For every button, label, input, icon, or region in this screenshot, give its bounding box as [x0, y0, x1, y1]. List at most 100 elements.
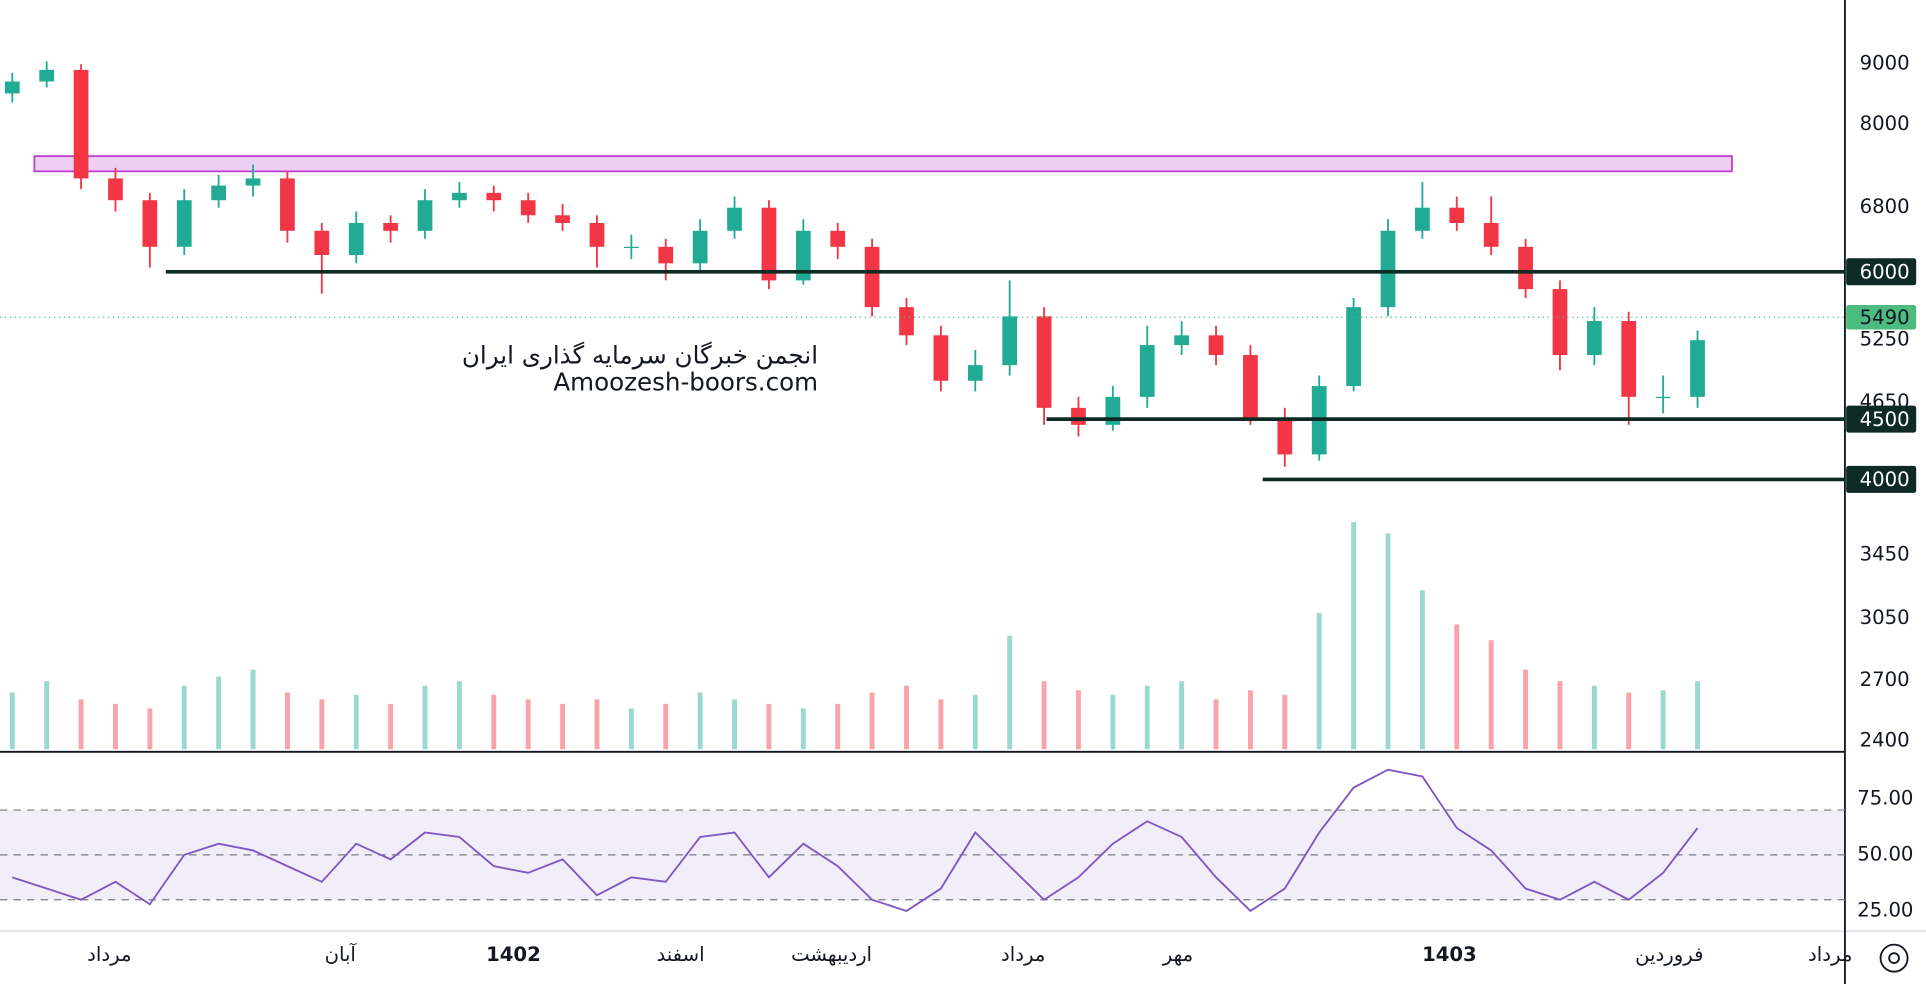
- candle-body: [176, 200, 192, 247]
- time-label: مرداد: [87, 943, 131, 966]
- volume-bar: [904, 685, 909, 750]
- y-tick-label: 6800: [1860, 195, 1910, 218]
- settings-dot[interactable]: [1888, 952, 1900, 964]
- volume-bar: [44, 681, 50, 750]
- candle-body: [1449, 207, 1465, 223]
- time-label: مهر: [1162, 943, 1193, 966]
- y-tick-label: 9000: [1860, 52, 1910, 75]
- volume-bar: [525, 699, 531, 750]
- candle-body: [211, 185, 227, 201]
- volume-bar: [1591, 685, 1597, 750]
- candle-body: [1346, 307, 1361, 387]
- volume-bar: [1247, 690, 1253, 750]
- candle-body: [1483, 222, 1499, 247]
- candle-body: [1518, 246, 1533, 290]
- volume-bar: [663, 703, 669, 750]
- volume-bar: [422, 685, 428, 750]
- volume-bar: [1695, 681, 1700, 750]
- volume-bar: [1076, 690, 1081, 750]
- candle-body: [899, 307, 914, 336]
- candle-body: [1036, 316, 1052, 408]
- candle-body: [1415, 207, 1430, 231]
- volume-bar: [181, 685, 187, 750]
- volume-bar: [697, 692, 703, 750]
- volume-bar: [1041, 681, 1047, 750]
- volume-bar: [1557, 681, 1563, 750]
- watermark-url: Amoozesh-boors.com: [553, 367, 818, 396]
- volume-bar: [1454, 624, 1460, 750]
- candle-body: [967, 365, 983, 381]
- volume-bar: [1007, 635, 1013, 750]
- y-tick-label: 2400: [1860, 729, 1910, 752]
- volume-bar: [732, 699, 737, 750]
- candle-body: [383, 222, 398, 231]
- level-box: [1846, 258, 1917, 286]
- volume-bar: [1488, 640, 1494, 750]
- rsi-tick-label: 25.00: [1857, 898, 1913, 921]
- volume-bar: [869, 692, 875, 750]
- candle-body: [520, 200, 536, 216]
- volume-bar: [250, 669, 256, 750]
- rsi-line: [11, 768, 1699, 913]
- candle-body: [73, 69, 89, 179]
- candle-body: [589, 222, 605, 247]
- candle-body: [142, 200, 158, 247]
- last-price-label: 5490: [1860, 306, 1910, 329]
- candle-body: [1690, 340, 1705, 397]
- time-label: مرداد: [1808, 943, 1852, 966]
- settings-ring[interactable]: [1879, 943, 1909, 973]
- volume-bar: [938, 699, 944, 750]
- volume-bar: [353, 694, 359, 750]
- volume-bar: [1282, 694, 1288, 750]
- volume-bar: [491, 694, 497, 750]
- volume-bar: [972, 694, 978, 750]
- candle-body: [1277, 419, 1293, 455]
- last-price-box: [1846, 304, 1917, 330]
- candle-body: [795, 230, 811, 281]
- candle-body: [4, 81, 20, 94]
- candle-body: [623, 246, 639, 249]
- settings-icon[interactable]: [1879, 943, 1909, 973]
- volume-bar: [766, 703, 772, 750]
- volume-bar: [1351, 522, 1357, 750]
- time-label: اردیبهشت: [791, 943, 872, 966]
- rsi-tick-label: 50.00: [1857, 842, 1913, 865]
- candle-body: [1586, 321, 1602, 356]
- candle-body: [830, 230, 846, 247]
- volume-bar: [1626, 692, 1632, 750]
- volume-bar: [388, 703, 394, 750]
- time-label: آبان: [325, 942, 358, 966]
- y-tick-label: 5250: [1860, 328, 1910, 351]
- candle-body: [864, 246, 880, 308]
- candle-body: [417, 200, 433, 231]
- watermark-title: انجمن خبرگان سرمایه گذاری ایران: [462, 340, 818, 369]
- candle-body: [1139, 345, 1155, 397]
- candle-body: [1002, 316, 1018, 366]
- y-tick-label: 2700: [1860, 668, 1910, 691]
- volume-bar: [1110, 694, 1116, 750]
- candle-body: [1208, 335, 1224, 356]
- candle-body: [658, 246, 674, 264]
- volume-bar: [1144, 685, 1150, 750]
- volume-bar: [78, 699, 84, 750]
- volume-bar: [594, 699, 600, 750]
- volume-bar: [456, 681, 462, 750]
- candle-body: [1380, 230, 1396, 308]
- candle-body: [314, 230, 330, 255]
- volume-bar: [113, 703, 118, 750]
- volume-bar: [835, 703, 841, 750]
- volume-bar: [1523, 669, 1529, 750]
- volume-bar: [319, 699, 325, 750]
- candle-body: [486, 192, 502, 201]
- volume-bar: [1316, 612, 1322, 750]
- volume-bar: [9, 692, 15, 750]
- y-tick-label: 8000: [1860, 112, 1910, 135]
- candle-body: [108, 178, 123, 201]
- time-label: 1402: [486, 943, 541, 966]
- volume-bar: [1179, 681, 1185, 750]
- time-label: فروردین: [1635, 943, 1703, 966]
- candle-body: [1174, 335, 1190, 346]
- rsi-tick-label: 75.00: [1857, 786, 1913, 809]
